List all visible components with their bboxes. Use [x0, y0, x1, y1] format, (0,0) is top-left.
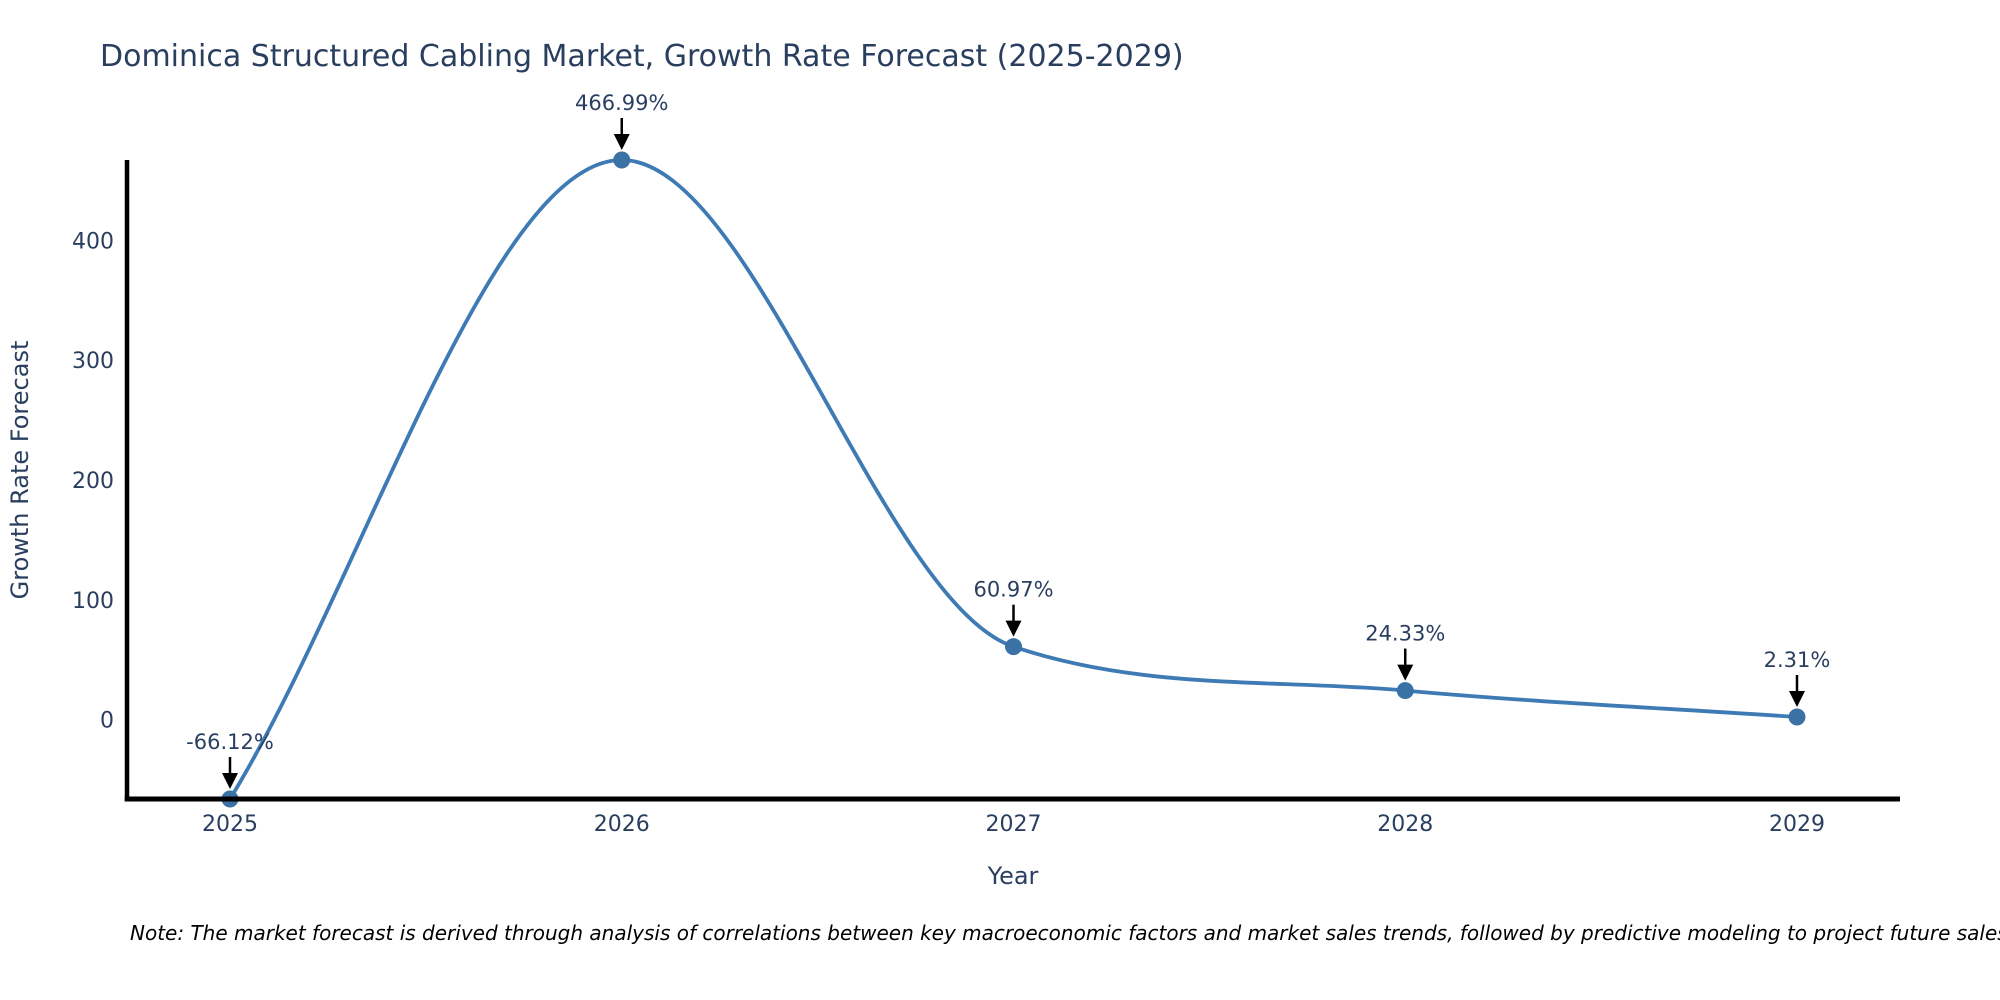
annotation-arrowhead-icon: [1005, 620, 1022, 637]
footnote: Note: The market forecast is derived thr…: [130, 921, 2000, 945]
annotation-arrowhead-icon: [613, 134, 630, 150]
y-tick-label: 100: [72, 589, 114, 614]
y-tick-label: 0: [100, 709, 114, 734]
x-axis-title: Year: [987, 862, 1039, 890]
point-annotation-label: 24.33%: [1365, 622, 1445, 646]
x-tick-label: 2028: [1377, 812, 1433, 837]
forecast-line: [228, 158, 1798, 800]
x-tick-label: 2025: [202, 812, 258, 837]
point-annotation-label: 466.99%: [575, 91, 668, 115]
point-annotation-label: -66.12%: [186, 730, 274, 754]
data-point-marker[interactable]: [1005, 638, 1022, 656]
x-tick-label: 2026: [594, 812, 650, 837]
point-annotation-label: 60.97%: [973, 578, 1053, 602]
x-tick-label: 2029: [1769, 812, 1825, 837]
data-point-marker[interactable]: [1396, 682, 1414, 700]
point-annotation-label: 2.31%: [1764, 648, 1831, 672]
data-point-marker[interactable]: [613, 151, 631, 169]
data-point-marker[interactable]: [1788, 708, 1806, 726]
chart-title: Dominica Structured Cabling Market, Grow…: [100, 39, 1184, 74]
annotation-arrowhead-icon: [1397, 664, 1414, 681]
y-tick-label: 300: [72, 349, 114, 374]
y-tick-label: 400: [72, 229, 114, 254]
x-tick-label: 2027: [986, 812, 1042, 837]
point-annotations: -66.12% 466.99% 60.97% 24.33% 2.31%: [186, 91, 1830, 789]
annotation-arrowhead-icon: [222, 773, 238, 789]
annotation-arrowhead-icon: [1789, 690, 1805, 707]
data-series: [221, 151, 1806, 808]
y-tick-label: 200: [72, 469, 114, 494]
axis-ticks: 0 100 200 300 400 2025 2026 2027 2028 2029: [72, 229, 1825, 837]
y-axis-title: Growth Rate Forecast: [6, 341, 34, 600]
